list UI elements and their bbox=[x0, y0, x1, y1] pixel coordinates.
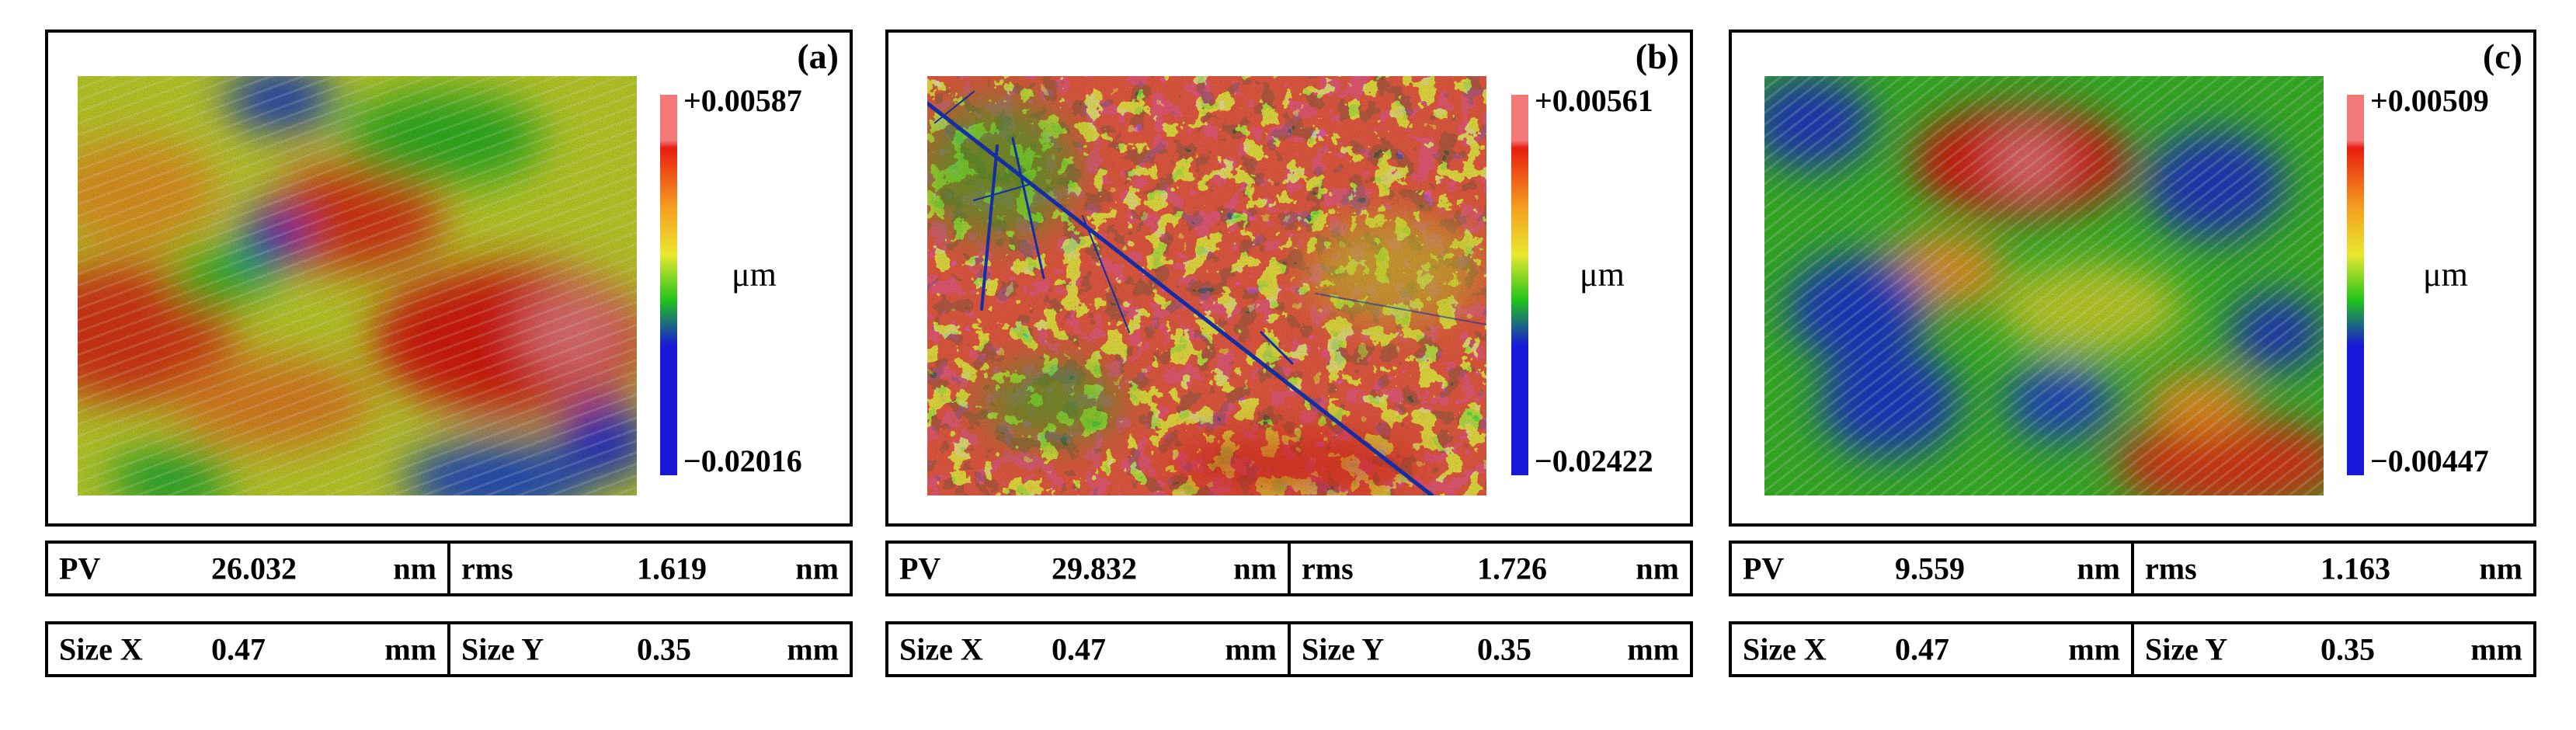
size-y-label: Size Y bbox=[1302, 631, 1385, 667]
panel-a: (a) bbox=[45, 0, 853, 730]
size-x-label: Size X bbox=[899, 631, 983, 667]
stats-row-size: Size X 0.47 mm Size Y 0.35 mm bbox=[1729, 621, 2536, 677]
size-x-cell: Size X 0.47 mm bbox=[1732, 624, 2131, 674]
size-y-value: 0.35 bbox=[2320, 631, 2375, 667]
size-y-value: 0.35 bbox=[637, 631, 691, 667]
rms-cell: rms 1.163 nm bbox=[2131, 544, 2533, 593]
surface-map-frame: (b) bbox=[885, 30, 1693, 527]
colorbar-unit-label: μm bbox=[732, 255, 777, 294]
rms-unit: nm bbox=[2479, 551, 2522, 586]
pv-value: 29.832 bbox=[1052, 551, 1137, 586]
stats-row-pv-rms: PV 29.832 nm rms 1.726 nm bbox=[885, 541, 1693, 596]
colorbar-max-label: +0.00561 bbox=[1535, 83, 1653, 118]
size-x-unit: mm bbox=[1225, 631, 1277, 667]
size-x-label: Size X bbox=[59, 631, 143, 667]
size-x-value: 0.47 bbox=[1895, 631, 1949, 667]
colorbar bbox=[660, 95, 677, 475]
surface-height-map bbox=[78, 76, 637, 495]
colorbar bbox=[1511, 95, 1528, 475]
rms-cell: rms 1.726 nm bbox=[1288, 544, 1690, 593]
colorbar-unit-label: μm bbox=[1580, 255, 1625, 294]
pv-cell: PV 29.832 nm bbox=[888, 544, 1288, 593]
pv-label: PV bbox=[899, 551, 941, 586]
rms-value: 1.619 bbox=[637, 551, 707, 586]
size-y-unit: mm bbox=[2470, 631, 2522, 667]
size-y-label: Size Y bbox=[2145, 631, 2228, 667]
rms-label: rms bbox=[2145, 551, 2197, 586]
colorbar-unit-label: μm bbox=[2423, 255, 2468, 294]
surface-height-map bbox=[927, 76, 1486, 495]
size-x-unit: mm bbox=[2068, 631, 2120, 667]
pv-unit: nm bbox=[2077, 551, 2120, 586]
pv-cell: PV 9.559 nm bbox=[1732, 544, 2131, 593]
colorbar-min-label: −0.02422 bbox=[1535, 443, 1653, 478]
size-x-value: 0.47 bbox=[211, 631, 266, 667]
colorbar-min-label: −0.02016 bbox=[683, 443, 802, 478]
rms-label: rms bbox=[461, 551, 513, 586]
size-y-unit: mm bbox=[1627, 631, 1679, 667]
colorbar bbox=[2347, 95, 2364, 475]
pv-value: 9.559 bbox=[1895, 551, 1965, 586]
panel-c: (c) bbox=[1729, 0, 2536, 730]
pv-unit: nm bbox=[393, 551, 436, 586]
colorbar-max-label: +0.00509 bbox=[2370, 83, 2489, 118]
surface-map-frame: (c) bbox=[1729, 30, 2536, 527]
size-y-label: Size Y bbox=[461, 631, 544, 667]
panel-b: (b) bbox=[885, 0, 1693, 730]
panel-label: (b) bbox=[1635, 36, 1679, 76]
stats-row-size: Size X 0.47 mm Size Y 0.35 mm bbox=[885, 621, 1693, 677]
size-x-cell: Size X 0.47 mm bbox=[48, 624, 447, 674]
size-x-value: 0.47 bbox=[1052, 631, 1106, 667]
stats-row-pv-rms: PV 9.559 nm rms 1.163 nm bbox=[1729, 541, 2536, 596]
size-y-cell: Size Y 0.35 mm bbox=[2131, 624, 2533, 674]
size-y-unit: mm bbox=[787, 631, 839, 667]
pv-cell: PV 26.032 nm bbox=[48, 544, 447, 593]
rms-unit: nm bbox=[1636, 551, 1679, 586]
pv-label: PV bbox=[1743, 551, 1785, 586]
rms-cell: rms 1.619 nm bbox=[447, 544, 850, 593]
size-x-unit: mm bbox=[384, 631, 436, 667]
panel-label: (c) bbox=[2482, 36, 2522, 76]
stats-row-size: Size X 0.47 mm Size Y 0.35 mm bbox=[45, 621, 853, 677]
pv-value: 26.032 bbox=[211, 551, 297, 586]
colorbar-max-label: +0.00587 bbox=[683, 83, 802, 118]
size-y-cell: Size Y 0.35 mm bbox=[1288, 624, 1690, 674]
panel-label: (a) bbox=[797, 36, 839, 76]
surface-height-map bbox=[1764, 76, 2324, 495]
size-y-cell: Size Y 0.35 mm bbox=[447, 624, 850, 674]
size-y-value: 0.35 bbox=[1477, 631, 1531, 667]
size-x-label: Size X bbox=[1743, 631, 1827, 667]
colorbar-min-label: −0.00447 bbox=[2370, 443, 2489, 478]
rms-label: rms bbox=[1302, 551, 1354, 586]
size-x-cell: Size X 0.47 mm bbox=[888, 624, 1288, 674]
surface-map-frame: (a) bbox=[45, 30, 853, 527]
rms-value: 1.163 bbox=[2320, 551, 2390, 586]
pv-unit: nm bbox=[1233, 551, 1277, 586]
stats-row-pv-rms: PV 26.032 nm rms 1.619 nm bbox=[45, 541, 853, 596]
rms-unit: nm bbox=[795, 551, 839, 586]
pv-label: PV bbox=[59, 551, 101, 586]
rms-value: 1.726 bbox=[1477, 551, 1547, 586]
